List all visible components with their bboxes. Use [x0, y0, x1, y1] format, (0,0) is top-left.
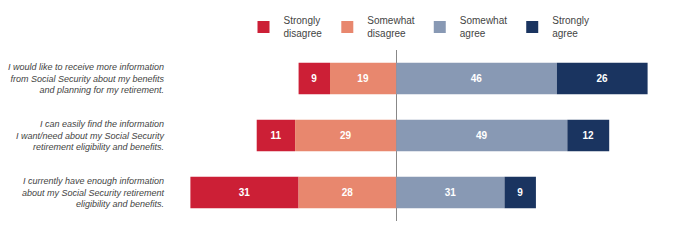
svg-text:31: 31: [445, 187, 457, 198]
svg-text:19: 19: [357, 73, 369, 84]
svg-text:28: 28: [342, 187, 354, 198]
svg-text:31: 31: [239, 187, 251, 198]
svg-text:26: 26: [596, 73, 608, 84]
svg-text:9: 9: [311, 73, 317, 84]
svg-text:I currently have enough inform: I currently have enough informationabout…: [22, 176, 165, 209]
svg-text:46: 46: [471, 73, 483, 84]
svg-text:Stronglyagree: Stronglyagree: [552, 15, 589, 39]
svg-text:9: 9: [517, 187, 523, 198]
svg-text:Stronglydisagree: Stronglydisagree: [284, 15, 323, 39]
svg-text:I can easily find the informat: I can easily find the informationI want/…: [16, 119, 165, 152]
svg-text:Somewhatagree: Somewhatagree: [460, 15, 507, 39]
svg-text:I would like to receive more i: I would like to receive more information…: [8, 62, 165, 95]
svg-text:29: 29: [340, 130, 352, 141]
svg-text:Somewhatdisagree: Somewhatdisagree: [367, 15, 414, 39]
svg-text:11: 11: [270, 130, 281, 141]
svg-text:12: 12: [582, 130, 594, 141]
svg-text:49: 49: [476, 130, 488, 141]
